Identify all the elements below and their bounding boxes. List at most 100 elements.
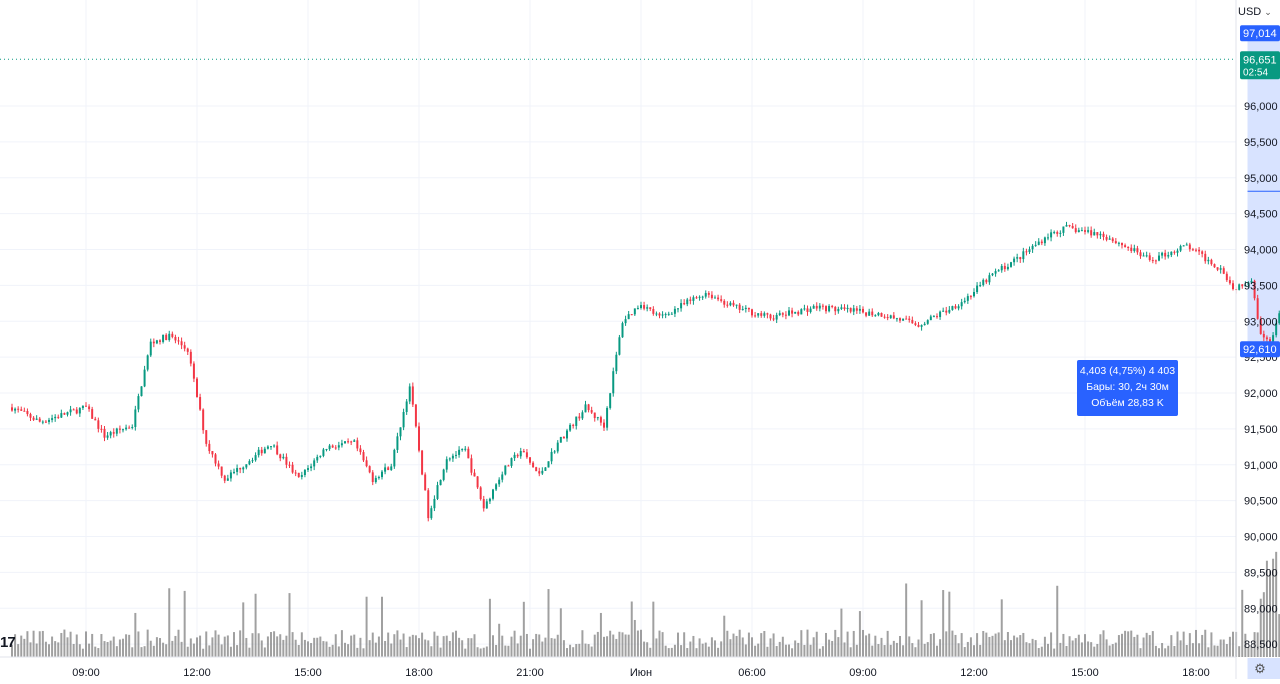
volume-bar	[1124, 631, 1126, 657]
candle-body	[1186, 245, 1188, 246]
volume-bar	[622, 632, 624, 657]
candle-body	[840, 307, 842, 309]
volume-bar	[1214, 645, 1216, 657]
candle-body	[341, 443, 343, 445]
volume-bar	[443, 636, 445, 657]
volume-bar	[548, 589, 550, 657]
candle-body	[199, 397, 201, 410]
volume-bar	[218, 635, 220, 657]
x-tick-label: 15:00	[294, 667, 322, 679]
candle-body	[359, 448, 361, 452]
candle-body	[1118, 243, 1120, 244]
volume-bar	[828, 640, 830, 657]
candle-body	[717, 298, 719, 300]
candle-body	[415, 405, 417, 427]
candle-body	[517, 455, 519, 456]
measure-info-box: 4,403 (4,75%) 4 403 Бары: 30, 2ч 30м Объ…	[1077, 360, 1178, 416]
volume-bar	[97, 648, 99, 657]
candle-body	[794, 312, 796, 314]
candle-body	[896, 318, 898, 319]
candle-body	[606, 408, 608, 428]
volume-bar	[884, 645, 886, 657]
volume-bar	[736, 636, 738, 657]
y-tick-label: 91,500	[1244, 424, 1278, 436]
volume-bar	[36, 643, 38, 657]
candle-body	[723, 301, 725, 305]
volume-bar	[255, 594, 257, 657]
y-tick-label: 89,000	[1244, 603, 1278, 615]
candle-body	[1103, 234, 1105, 237]
volume-bar	[877, 644, 879, 657]
volume-bar	[840, 609, 842, 657]
volume-bar	[150, 641, 152, 657]
candle-body	[88, 406, 90, 409]
candle-body	[1177, 251, 1179, 253]
volume-bar	[708, 647, 710, 657]
gear-icon[interactable]: ⚙	[1251, 660, 1269, 678]
candle-body	[776, 315, 778, 320]
candle-body	[859, 309, 861, 311]
volume-bar	[335, 634, 337, 657]
volume-bar	[208, 645, 210, 657]
candle-body	[1220, 268, 1222, 270]
volume-bar	[569, 645, 571, 657]
y-tick-label: 93,500	[1244, 280, 1278, 292]
candle-body	[844, 307, 846, 309]
candle-body	[1010, 262, 1012, 267]
candle-body	[1133, 248, 1135, 251]
volume-bar	[224, 637, 226, 657]
candle-body	[178, 340, 180, 341]
candle-body	[295, 473, 297, 474]
candle-body	[159, 340, 161, 342]
y-tick-label: 90,500	[1244, 496, 1278, 508]
candle-body	[757, 313, 759, 315]
candle-body	[948, 310, 950, 313]
volume-bar	[1019, 635, 1021, 657]
candle-body	[914, 323, 916, 325]
candle-body	[831, 306, 833, 307]
candle-body	[67, 412, 69, 414]
candle-body	[91, 409, 93, 419]
candle-body	[255, 455, 257, 460]
volume-bar	[834, 630, 836, 657]
currency-selector[interactable]: USD ⌄	[1238, 2, 1278, 22]
volume-bar	[794, 640, 796, 657]
candle-body	[1087, 230, 1089, 232]
volume-bar	[33, 631, 35, 657]
volume-bar	[597, 632, 599, 657]
candle-body	[800, 309, 802, 314]
volume-bar	[1109, 646, 1111, 657]
y-tick-label: 91,000	[1244, 460, 1278, 472]
candle-body	[930, 316, 932, 320]
candle-body	[662, 314, 664, 315]
candle-body	[477, 476, 479, 487]
volume-bar	[1115, 643, 1117, 657]
candle-body	[458, 450, 460, 455]
y-tick-label: 88,500	[1244, 639, 1278, 651]
candle-body	[609, 393, 611, 408]
candle-body	[39, 419, 41, 422]
candle-body	[1004, 266, 1006, 269]
tradingview-logo-icon[interactable]: 17	[0, 634, 30, 652]
candle-body	[1238, 284, 1240, 289]
y-tick-label: 90,000	[1244, 532, 1278, 544]
candle-body	[1266, 337, 1268, 339]
volume-bar	[625, 634, 627, 657]
candle-body	[810, 309, 812, 312]
volume-bar	[264, 647, 266, 657]
candle-body	[1062, 227, 1064, 233]
volume-bar	[603, 637, 605, 657]
volume-bar	[649, 648, 651, 657]
candle-body	[304, 470, 306, 475]
candle-body	[988, 275, 990, 282]
candle-body	[1161, 253, 1163, 256]
candle-body	[449, 458, 451, 459]
candle-body	[76, 409, 78, 413]
candle-body	[856, 308, 858, 310]
volume-bar	[936, 646, 938, 657]
volume-bar	[773, 633, 775, 657]
volume-bar	[366, 597, 368, 657]
volume-bar	[1032, 639, 1034, 657]
